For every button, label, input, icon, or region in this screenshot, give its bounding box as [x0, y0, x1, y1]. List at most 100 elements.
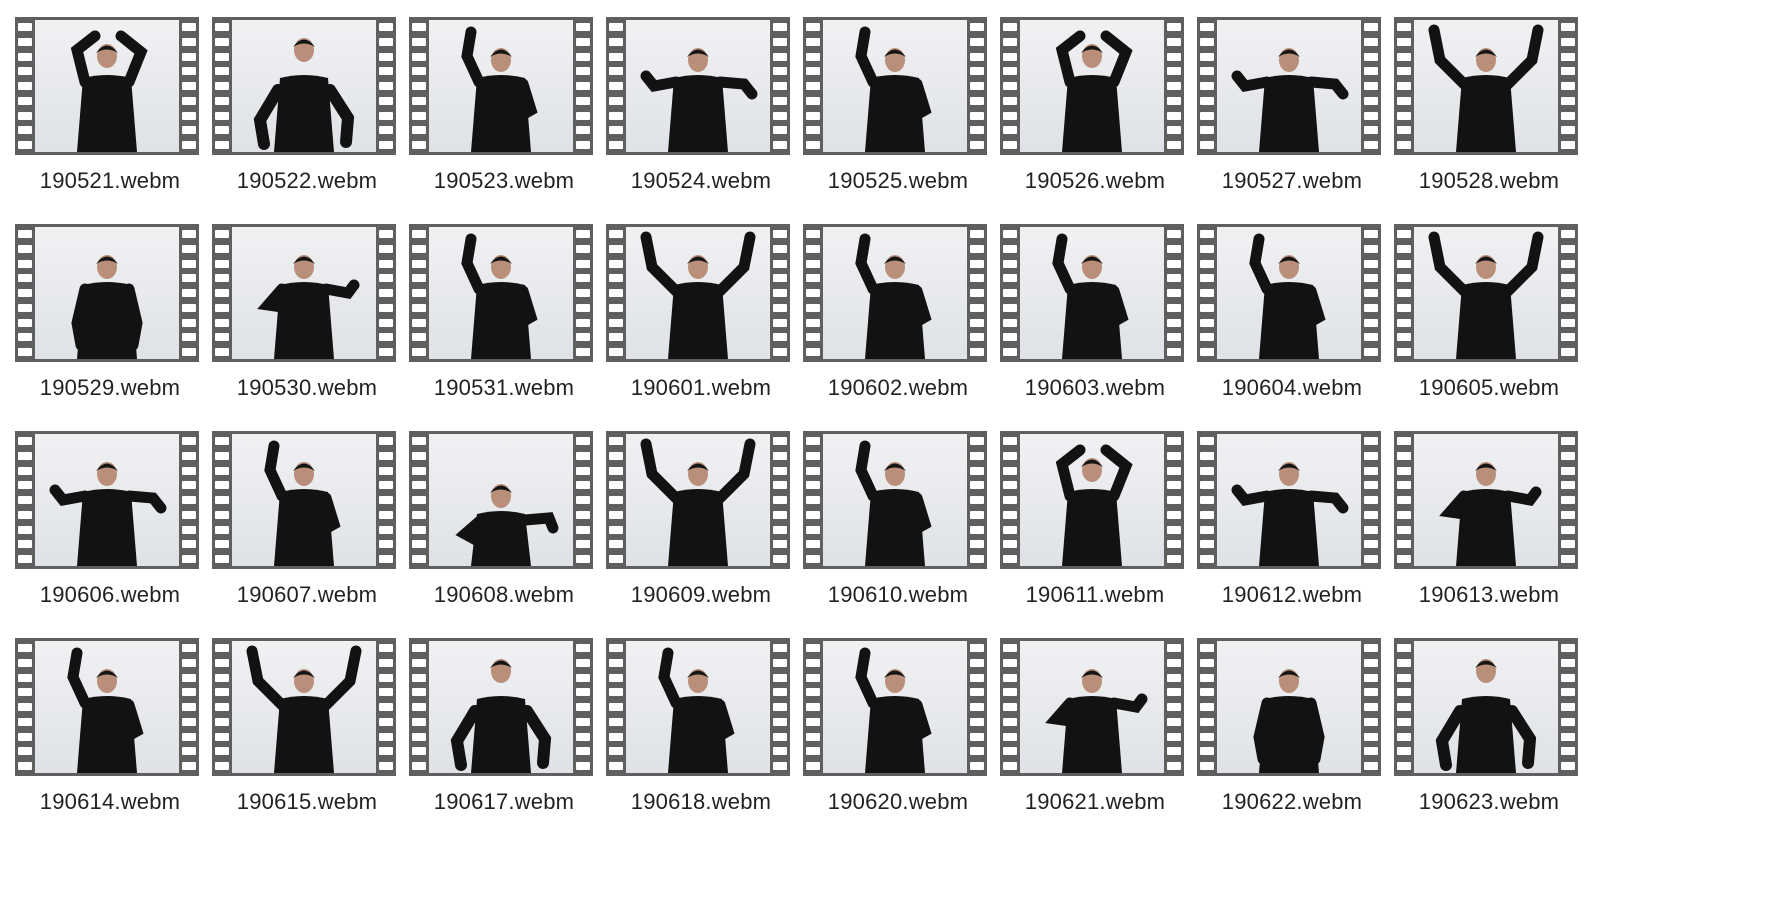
file-name: 190522.webm	[236, 168, 378, 193]
file-name: 190525.webm	[827, 168, 969, 193]
file-name: 190606.webm	[39, 582, 181, 607]
film-perforation	[1002, 230, 1018, 356]
file-name: 190529.webm	[39, 375, 181, 400]
video-thumbnail	[1414, 434, 1558, 566]
file-name: 190614.webm	[39, 789, 181, 814]
film-perforation	[1002, 23, 1018, 149]
video-file-icon	[1394, 431, 1578, 569]
file-item[interactable]: 190527.webm	[1182, 0, 1392, 200]
video-file-icon	[409, 224, 593, 362]
file-name: 190621.webm	[1024, 789, 1166, 814]
film-perforation	[772, 437, 788, 563]
file-item[interactable]: 190621.webm	[985, 621, 1195, 821]
video-thumbnail	[35, 227, 179, 359]
file-item[interactable]: 190521.webm	[0, 0, 210, 200]
film-perforation	[1396, 644, 1412, 770]
film-perforation	[17, 644, 33, 770]
file-item[interactable]: 190610.webm	[788, 414, 998, 614]
video-file-icon	[606, 17, 790, 155]
film-perforation	[772, 230, 788, 356]
film-perforation	[805, 23, 821, 149]
file-item[interactable]: 190617.webm	[394, 621, 604, 821]
file-item[interactable]: 190525.webm	[788, 0, 998, 200]
file-item[interactable]: 190531.webm	[394, 207, 604, 407]
video-file-icon	[212, 638, 396, 776]
film-perforation	[1199, 230, 1215, 356]
file-item[interactable]: 190523.webm	[394, 0, 604, 200]
film-perforation	[17, 23, 33, 149]
file-item[interactable]: 190623.webm	[1379, 621, 1589, 821]
film-perforation	[969, 230, 985, 356]
video-file-icon	[1000, 638, 1184, 776]
video-thumbnail	[35, 434, 179, 566]
film-perforation	[181, 437, 197, 563]
video-thumbnail	[35, 641, 179, 773]
film-perforation	[378, 644, 394, 770]
video-file-icon	[803, 224, 987, 362]
video-file-icon	[409, 431, 593, 569]
film-perforation	[805, 644, 821, 770]
file-name: 190620.webm	[827, 789, 969, 814]
file-item[interactable]: 190530.webm	[197, 207, 407, 407]
film-perforation	[214, 23, 230, 149]
film-perforation	[17, 437, 33, 563]
file-item[interactable]: 190522.webm	[197, 0, 407, 200]
film-perforation	[378, 230, 394, 356]
file-item[interactable]: 190605.webm	[1379, 207, 1589, 407]
film-perforation	[805, 437, 821, 563]
video-file-icon	[15, 224, 199, 362]
file-item[interactable]: 190529.webm	[0, 207, 210, 407]
file-item[interactable]: 190524.webm	[591, 0, 801, 200]
video-thumbnail	[1020, 434, 1164, 566]
film-perforation	[411, 23, 427, 149]
file-name: 190523.webm	[433, 168, 575, 193]
file-item[interactable]: 190606.webm	[0, 414, 210, 614]
film-perforation	[214, 230, 230, 356]
film-perforation	[1560, 23, 1576, 149]
film-perforation	[1560, 230, 1576, 356]
file-item[interactable]: 190609.webm	[591, 414, 801, 614]
video-file-icon	[1394, 638, 1578, 776]
file-item[interactable]: 190601.webm	[591, 207, 801, 407]
video-file-icon	[212, 224, 396, 362]
file-item[interactable]: 190618.webm	[591, 621, 801, 821]
file-item[interactable]: 190620.webm	[788, 621, 998, 821]
film-perforation	[1363, 437, 1379, 563]
file-item[interactable]: 190603.webm	[985, 207, 1195, 407]
file-name: 190531.webm	[433, 375, 575, 400]
video-file-icon	[15, 17, 199, 155]
video-thumbnail	[626, 641, 770, 773]
file-name: 190607.webm	[236, 582, 378, 607]
file-item[interactable]: 190602.webm	[788, 207, 998, 407]
film-perforation	[1199, 644, 1215, 770]
video-thumbnail	[232, 227, 376, 359]
file-item[interactable]: 190615.webm	[197, 621, 407, 821]
film-perforation	[1363, 644, 1379, 770]
video-thumbnail	[823, 227, 967, 359]
file-item[interactable]: 190614.webm	[0, 621, 210, 821]
film-perforation	[772, 23, 788, 149]
video-thumbnail	[429, 20, 573, 152]
file-item[interactable]: 190622.webm	[1182, 621, 1392, 821]
film-perforation	[575, 437, 591, 563]
file-item[interactable]: 190608.webm	[394, 414, 604, 614]
file-item[interactable]: 190526.webm	[985, 0, 1195, 200]
video-thumbnail	[1414, 641, 1558, 773]
video-file-icon	[1197, 638, 1381, 776]
file-name: 190609.webm	[630, 582, 772, 607]
film-perforation	[1002, 644, 1018, 770]
video-thumbnail	[1217, 227, 1361, 359]
film-perforation	[608, 437, 624, 563]
file-name: 190528.webm	[1418, 168, 1560, 193]
file-item[interactable]: 190611.webm	[985, 414, 1195, 614]
file-item[interactable]: 190528.webm	[1379, 0, 1589, 200]
file-item[interactable]: 190612.webm	[1182, 414, 1392, 614]
file-item[interactable]: 190607.webm	[197, 414, 407, 614]
file-name: 190618.webm	[630, 789, 772, 814]
file-item[interactable]: 190604.webm	[1182, 207, 1392, 407]
video-file-icon	[212, 17, 396, 155]
file-item[interactable]: 190613.webm	[1379, 414, 1589, 614]
film-perforation	[575, 644, 591, 770]
video-file-icon	[803, 17, 987, 155]
